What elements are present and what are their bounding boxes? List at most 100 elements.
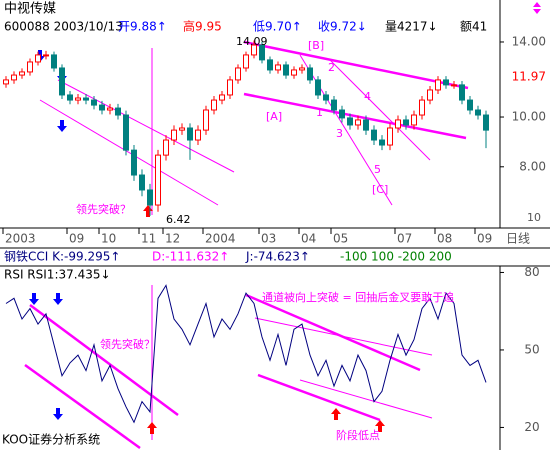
annotation: [A] xyxy=(266,110,282,123)
annotation: 领先突破？ xyxy=(100,337,155,351)
candle-body xyxy=(443,79,449,86)
candle-body xyxy=(411,114,417,126)
x-tick-label: 09 xyxy=(477,232,492,246)
candle-body xyxy=(27,61,33,73)
candle-body xyxy=(83,97,89,101)
annotation: 1 xyxy=(316,106,323,119)
candle-body xyxy=(371,129,377,141)
y-tick-label: 80 xyxy=(524,265,539,279)
candle-body xyxy=(211,99,217,111)
annotation: 5 xyxy=(374,163,381,176)
x-tick-label: 03 xyxy=(261,232,276,246)
x-axis-end-label: 日线 xyxy=(506,232,530,246)
candle-body xyxy=(419,99,425,116)
candle-body xyxy=(395,119,401,129)
candle-body xyxy=(147,189,153,206)
x-tick-label: 04 xyxy=(301,232,316,246)
candle-body xyxy=(123,114,129,151)
annotation: 通道被向上突破 = 回抽后金叉要敢于追 xyxy=(262,290,454,304)
candle-body xyxy=(67,94,73,101)
scroll-icon[interactable] xyxy=(533,2,541,14)
x-tick-label: 10 xyxy=(101,232,116,246)
candle-body xyxy=(179,127,185,131)
annotation: [B] xyxy=(308,39,324,52)
cci-d: D:-111.632↑ xyxy=(152,250,229,264)
candle-body xyxy=(43,54,49,57)
candle-body xyxy=(195,129,201,141)
annotation: 3 xyxy=(336,127,343,140)
candle-body xyxy=(163,139,169,156)
x-tick-label: 2003 xyxy=(5,232,36,246)
candle-body xyxy=(379,139,385,146)
annotation: 6.42 xyxy=(166,213,191,226)
stock-name: 中视传媒 xyxy=(4,2,56,17)
candle-body xyxy=(51,54,57,69)
y-tick-label: 50 xyxy=(524,342,539,356)
y-tick-label: 10.00 xyxy=(512,110,546,124)
annotation: [C] xyxy=(372,183,388,196)
candle-body xyxy=(251,44,257,56)
candle-body xyxy=(467,99,473,111)
candle-body xyxy=(235,67,241,81)
y-tick-label: 20 xyxy=(524,420,539,434)
candle-body xyxy=(323,94,329,101)
candle-body xyxy=(115,107,121,116)
candle-body xyxy=(155,154,161,206)
candle-body xyxy=(299,67,305,71)
candle-body xyxy=(259,44,265,61)
x-tick-label: 05 xyxy=(333,232,348,246)
candle-body xyxy=(3,79,9,85)
close: 收9.72↓ xyxy=(318,20,367,34)
candle-body xyxy=(363,119,369,131)
candle-body xyxy=(171,129,177,141)
current-price: 11.97 xyxy=(512,69,546,83)
annotation: 10 xyxy=(527,211,541,224)
cci-j: J:-74.623↑ xyxy=(245,250,310,264)
candle-body xyxy=(35,54,41,63)
candle-body xyxy=(131,149,137,176)
code-date: 600088 2003/10/13 xyxy=(4,20,123,34)
high: 高9.95 xyxy=(183,19,222,34)
candle-body xyxy=(355,119,361,126)
x-tick-label: 11 xyxy=(141,232,156,246)
candle-body xyxy=(227,79,233,96)
candle-body xyxy=(483,114,489,131)
candle-body xyxy=(403,119,409,126)
candle-body xyxy=(315,79,321,96)
candle-body xyxy=(459,84,465,101)
volume: 量4217↓ xyxy=(385,20,438,34)
candle-body xyxy=(267,59,273,71)
candle-body xyxy=(283,64,289,76)
cci-levels: -100 100 -200 200 xyxy=(340,250,452,264)
x-tick-label: 07 xyxy=(397,232,412,246)
amount: 额41 xyxy=(460,20,487,34)
candle-body xyxy=(19,71,25,76)
candle-body xyxy=(219,94,225,101)
candle-body xyxy=(99,104,105,111)
candle-body xyxy=(347,117,353,126)
cci-k: 钢铁CCI K:-99.295↑ xyxy=(4,250,120,264)
candle-body xyxy=(139,174,145,191)
candle-body xyxy=(331,99,337,111)
candle-body xyxy=(11,74,17,81)
candle-body xyxy=(107,107,113,111)
candle-body xyxy=(187,127,193,141)
candle-body xyxy=(59,67,65,96)
annotation: 4 xyxy=(364,90,371,103)
low: 低9.70↑ xyxy=(253,20,302,34)
y-tick-label: 8.00 xyxy=(519,159,546,173)
y-tick-label: 14.00 xyxy=(512,34,546,48)
annotation: 2 xyxy=(328,61,335,74)
candle-body xyxy=(307,67,313,81)
candle-body xyxy=(203,109,209,131)
candle-body xyxy=(339,109,345,119)
candle-body xyxy=(387,127,393,146)
candle-body xyxy=(451,84,457,87)
x-tick-label: 12 xyxy=(165,232,180,246)
rsi-line xyxy=(5,284,487,424)
annotation: 领先突破？ xyxy=(76,202,131,216)
annotation: 14.09 xyxy=(236,35,268,48)
annotation: 阶段低点 xyxy=(336,428,380,442)
